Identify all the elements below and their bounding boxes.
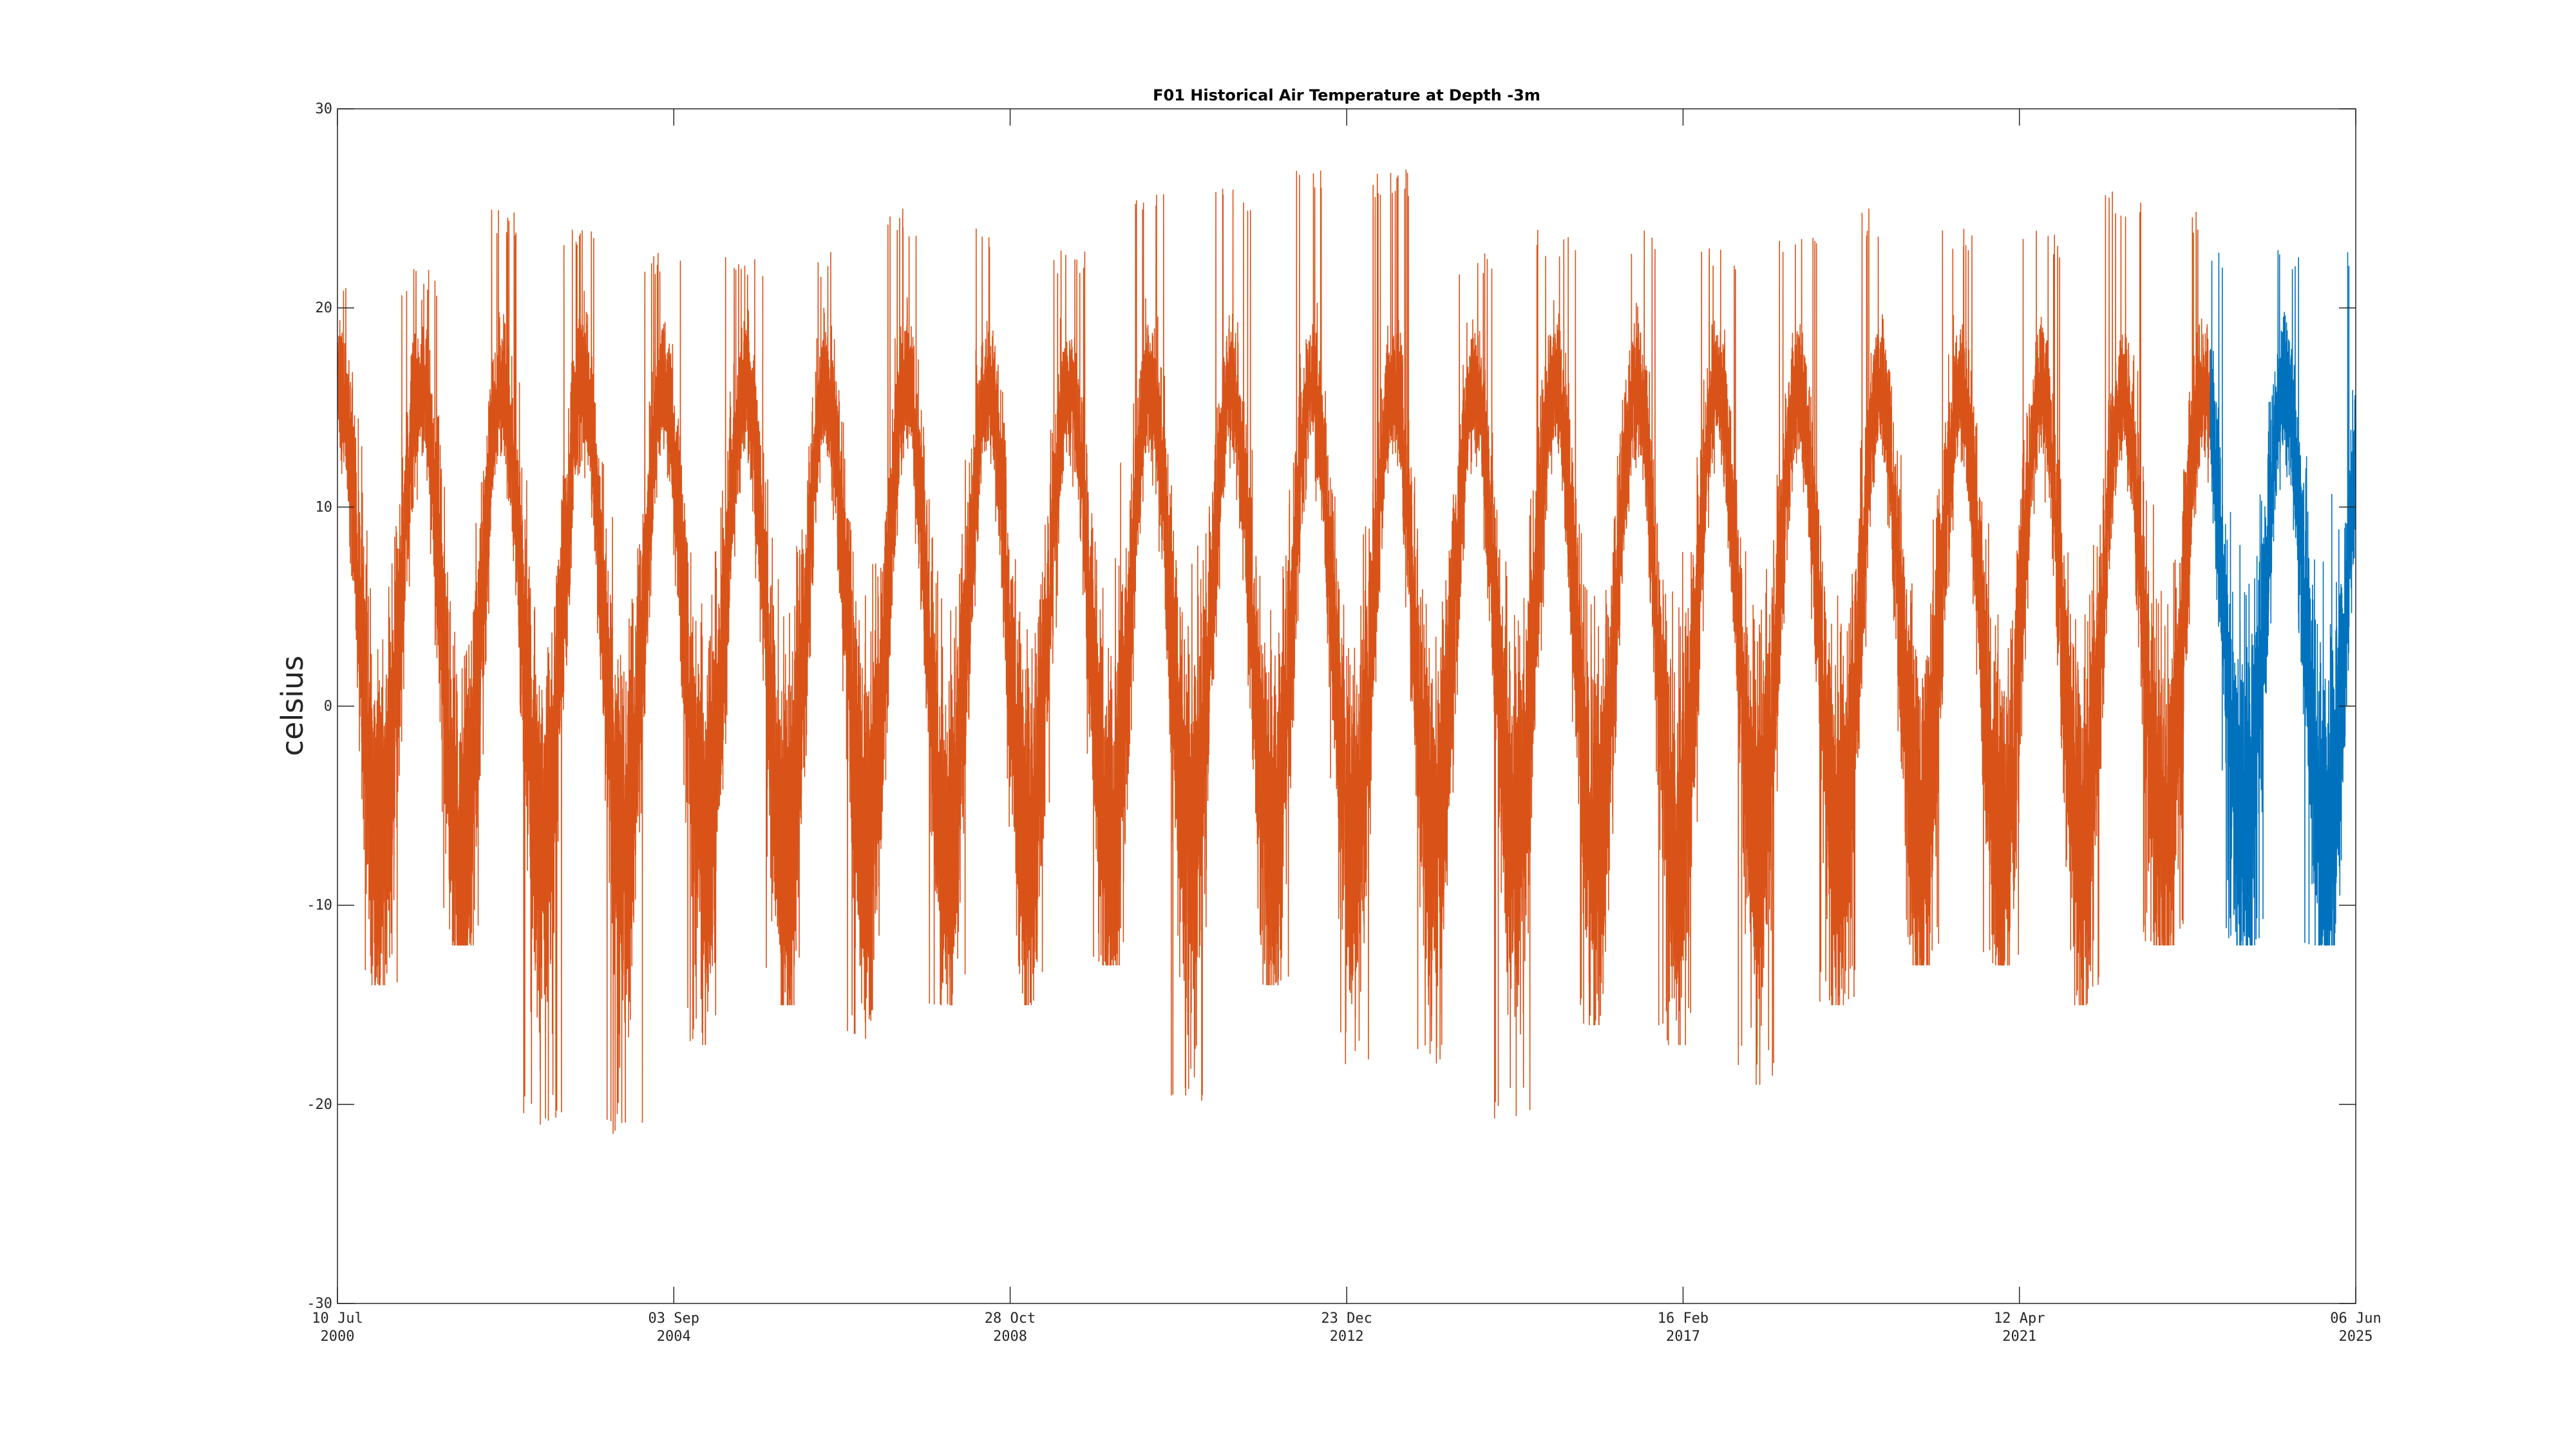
y-tick-label: 10	[316, 499, 333, 515]
y-tick-label: 30	[316, 101, 333, 117]
y-tick-label: -30	[307, 1296, 332, 1312]
y-tick-label: -20	[307, 1097, 332, 1113]
x-tick-label: 28 Oct 2008	[985, 1311, 1036, 1345]
chart-title: F01 Historical Air Temperature at Depth …	[1153, 86, 1540, 104]
series-layer	[337, 169, 2356, 1134]
y-tick-label: 20	[316, 300, 333, 316]
y-tick-label: 0	[324, 699, 332, 715]
tick-layer: -30 -20 -10 0 10 20 30 10 Jul 2000 03 Sep 2004 28 O…	[307, 101, 2381, 1345]
x-tick-label: 16 Feb 2017	[1658, 1311, 1709, 1345]
series-line-1	[337, 169, 2211, 1134]
series-line-2	[2210, 250, 2356, 946]
x-tick-label: 10 Jul 2000	[312, 1311, 363, 1345]
x-tick-label: 06 Jun 2025	[2330, 1311, 2381, 1345]
x-tick-label: 23 Dec 2012	[1321, 1311, 1372, 1345]
y-tick-label: -10	[307, 898, 332, 914]
x-tick-label: 03 Sep 2004	[649, 1311, 699, 1345]
y-axis-label: celsius	[275, 656, 310, 756]
x-tick-label: 12 Apr 2021	[1994, 1311, 2045, 1345]
